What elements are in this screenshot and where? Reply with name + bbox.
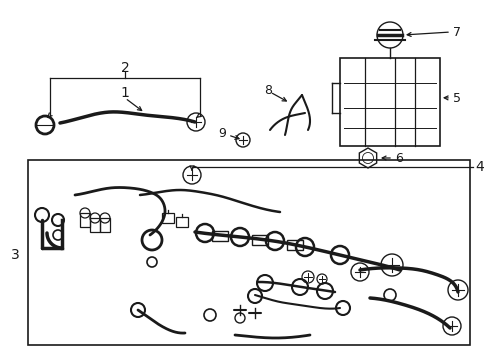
- Text: 4: 4: [474, 160, 483, 174]
- Text: 8: 8: [264, 84, 271, 96]
- Text: 3: 3: [11, 248, 20, 262]
- Text: 2: 2: [121, 61, 129, 75]
- Bar: [28, 160, 469, 345]
- Text: 1: 1: [121, 86, 129, 100]
- Text: 5: 5: [452, 91, 460, 104]
- Bar: [162, 213, 174, 223]
- Bar: [176, 217, 187, 227]
- Bar: [339, 58, 439, 146]
- Bar: [100, 218, 110, 232]
- Text: 6: 6: [394, 152, 402, 165]
- Bar: [286, 240, 303, 250]
- Bar: [90, 218, 100, 232]
- Text: 7: 7: [452, 26, 460, 39]
- Bar: [80, 213, 90, 227]
- Bar: [212, 231, 227, 241]
- Text: 9: 9: [218, 126, 225, 140]
- Bar: [251, 235, 267, 245]
